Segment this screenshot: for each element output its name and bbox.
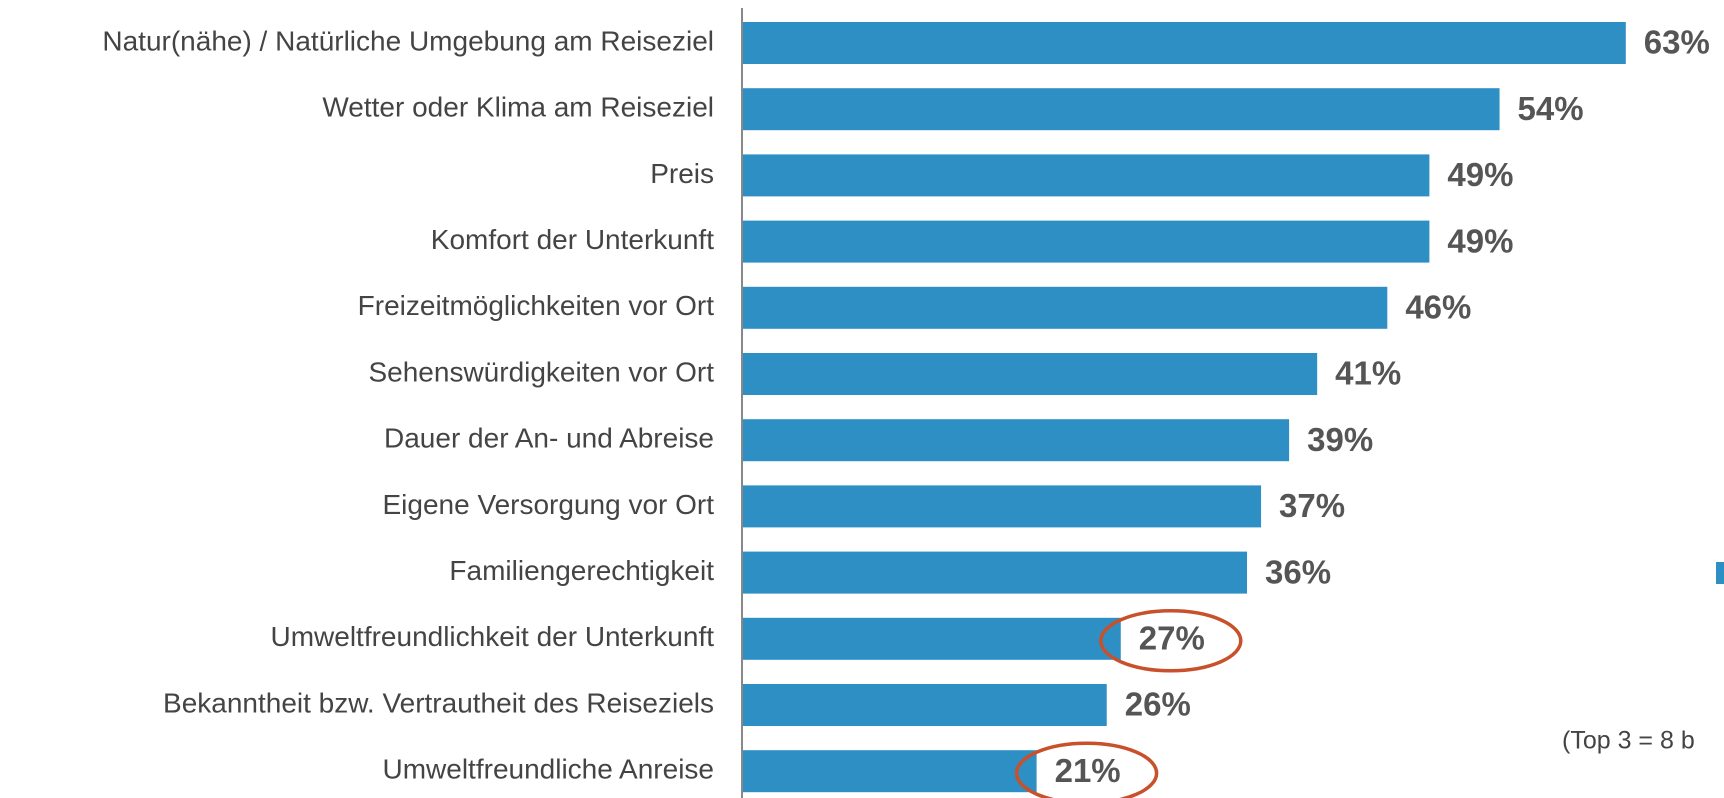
- bar: [742, 551, 1248, 594]
- value-label: 36%: [1265, 553, 1331, 590]
- category-label: Umweltfreundlichkeit der Unterkunft: [270, 621, 714, 652]
- value-label: 49%: [1447, 156, 1513, 193]
- category-label: Natur(nähe) / Natürliche Umgebung am Rei…: [102, 25, 714, 56]
- category-label: Preis: [650, 158, 714, 189]
- bar: [742, 684, 1107, 726]
- bar: [742, 485, 1262, 528]
- category-label: Freizeitmöglichkeiten vor Ort: [358, 290, 715, 321]
- bar: [742, 220, 1430, 263]
- highlight-ring: [1099, 609, 1243, 673]
- category-label: Wetter oder Klima am Reiseziel: [322, 92, 714, 123]
- value-label: 49%: [1447, 222, 1513, 259]
- bar: [742, 286, 1388, 329]
- category-label: Umweltfreundliche Anreise: [383, 754, 715, 785]
- legend-marker: [1716, 562, 1724, 584]
- value-label: 54%: [1518, 90, 1584, 127]
- bar: [742, 22, 1626, 64]
- value-label: 37%: [1279, 487, 1345, 524]
- category-label: Eigene Versorgung vor Ort: [382, 489, 714, 520]
- value-label: 21%: [1055, 752, 1121, 789]
- bar: [742, 353, 1318, 395]
- bar: [742, 617, 1121, 660]
- category-label: Sehenswürdigkeiten vor Ort: [368, 356, 714, 387]
- value-label: 46%: [1405, 289, 1471, 326]
- value-label: 63%: [1644, 24, 1710, 61]
- value-label: 39%: [1307, 421, 1373, 458]
- note: (Top 3 = 8 b: [1562, 727, 1695, 755]
- value-label: 41%: [1335, 355, 1401, 392]
- value-label: 26%: [1125, 686, 1191, 723]
- category-label: Bekanntheit bzw. Vertrautheit des Reisez…: [163, 687, 714, 718]
- category-label: Familiengerechtigkeit: [449, 555, 714, 586]
- value-label: 27%: [1139, 620, 1205, 657]
- category-label: Dauer der An- und Abreise: [384, 423, 714, 454]
- highlight-ring: [1014, 741, 1159, 798]
- category-label: Komfort der Unterkunft: [431, 224, 714, 255]
- bar: [742, 154, 1430, 197]
- bar: [742, 88, 1500, 131]
- bar: [742, 750, 1037, 793]
- bar: [742, 419, 1290, 462]
